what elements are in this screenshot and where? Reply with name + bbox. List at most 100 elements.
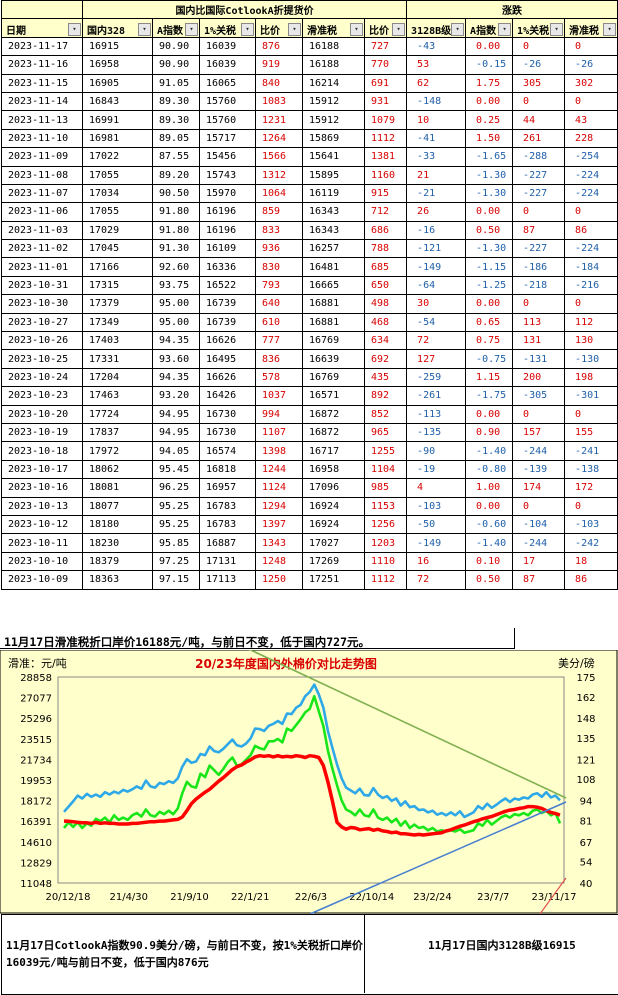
table-cell: 17379 [82,294,153,314]
table-cell: 1203 [363,533,408,553]
table-cell: 16188 [302,55,365,75]
table-cell: -218 [512,275,566,296]
table-cell: 200 [512,367,566,388]
table-cell: -261 [406,386,467,406]
table-cell: 17055 [82,202,153,222]
table-cell: -149 [406,257,467,277]
table-cell: -227 [512,239,566,259]
table-cell: 95.25 [152,496,200,516]
table-cell: 16109 [199,239,256,259]
table-cell: 17029 [82,220,153,241]
table-cell: 16730 [199,422,256,443]
table-cell: 17 [512,551,566,572]
table-cell: 1256 [363,514,408,535]
filter-dropdown-icon[interactable]: ▾ [138,22,151,36]
filter-dropdown-icon[interactable]: ▾ [185,22,198,36]
table-cell: 2023-11-07 [1,183,83,204]
filter-dropdown-icon[interactable]: ▾ [68,22,81,36]
series-lines [62,683,562,837]
table-cell: -21 [406,183,467,204]
y-left-tick-label: 14610 [20,838,52,849]
table-cell: -227 [512,183,566,204]
filter-dropdown-icon[interactable]: ▾ [392,22,406,36]
table-cell: 2023-10-10 [1,551,83,572]
y-left-tick-label: 11048 [20,879,52,890]
table-cell: 87.55 [152,147,200,167]
table-cell: 89.30 [152,91,200,112]
table-cell: 94.05 [152,441,200,461]
filter-dropdown-icon[interactable]: ▾ [498,22,512,36]
table-cell: -121 [406,239,467,259]
table-cell: 91.80 [152,220,200,241]
table-cell: 685 [363,257,408,277]
filter-dropdown-icon[interactable]: ▾ [603,22,617,36]
table-row: 2023-10-24 17204 94.35 16626 578 16769 435 -259… [1,367,618,388]
table-row: 2023-10-27 17349 95.00 16739 610 16881 468 -54 0… [1,312,618,333]
filter-dropdown-icon[interactable]: ▾ [550,22,564,36]
table-cell: -43 [406,36,467,57]
table-row: 2023-10-11 18230 95.85 16887 1343 17027 1203 -1… [1,533,618,553]
table-cell: 0.00 [465,91,514,112]
table-cell: 16495 [199,349,256,369]
table-cell: 87 [512,570,566,590]
column-header: 1%关税 ▾ [512,18,566,38]
table-cell: 44 [512,110,566,130]
table-cell: -186 [512,257,566,277]
x-tick-label: 22/6/3 [295,892,327,903]
table-cell: -104 [512,514,566,535]
table-cell: 0.00 [465,404,514,424]
table-cell: -259 [406,367,467,388]
table-cell: 0 [512,91,566,112]
table-cell: 2023-10-25 [1,349,83,369]
table-cell: 10 [406,110,467,130]
table-cell: -103 [406,496,467,516]
y-right-tick-label: 148 [576,714,595,725]
table-cell: -254 [564,147,618,167]
group-header-change: 涨跌 [406,0,618,20]
y-left-tick-label: 19953 [20,776,52,787]
note-bottom-left: 11月17日CotlookA指数90.9美分/磅，与前日不变，按1%关税折口岸价… [6,939,363,969]
table-cell: 0 [564,36,618,57]
table-cell: 2023-10-24 [1,367,83,388]
y-left-tick-label: 25296 [20,714,52,725]
table-cell: 2023-11-14 [1,91,83,112]
table-cell: -131 [512,349,566,369]
table-cell: -1.30 [465,239,514,259]
table-cell: 0.10 [465,551,514,572]
table-cell: 17463 [82,386,153,406]
table-cell: 157 [512,422,566,443]
table-cell: 86 [564,220,618,241]
table-cell: 1566 [255,147,303,167]
table-cell: 0 [512,496,566,516]
series-line-1 [62,694,562,834]
table-cell: -1.30 [465,165,514,185]
price-trend-chart: 20/23年度国内外棉价对比走势图 滑准：元/吨 美分/磅 11048 12829… [0,650,618,914]
table-cell: 2023-10-23 [1,386,83,406]
table-cell: 16214 [302,73,365,93]
table-cell: 1343 [255,533,303,553]
table-cell: 18230 [82,533,153,553]
filter-dropdown-icon[interactable]: ▾ [288,22,301,36]
filter-dropdown-icon[interactable]: ▾ [241,22,254,36]
table-row: 2023-10-26 17403 94.35 16626 777 16769 634 72 0.… [1,331,618,351]
table-cell: 16196 [199,202,256,222]
table-cell: 1250 [255,570,303,590]
table-cell: -244 [512,533,566,553]
table-cell: 95.85 [152,533,200,553]
table-cell: 131 [512,331,566,351]
table-cell: 16119 [302,183,365,204]
table-cell: 692 [363,349,408,369]
table-cell: 830 [255,257,303,277]
column-header-label: 滑准税 [569,26,600,38]
filter-dropdown-icon[interactable]: ▾ [451,22,465,36]
filter-dropdown-icon[interactable]: ▾ [350,22,363,36]
table-cell: 16257 [302,239,365,259]
table-row: 2023-10-12 18180 95.25 16783 1397 16924 1256 -5… [1,514,618,535]
table-cell: 15456 [199,147,256,167]
table-cell: 435 [363,367,408,388]
table-cell: 16843 [82,91,153,112]
table-cell: 89.05 [152,128,200,149]
table-cell: 16769 [302,367,365,388]
table-cell: 1.15 [465,367,514,388]
y-right-ticks: 40 54 67 81 94 108 121 135 148 162 175 [576,673,595,890]
